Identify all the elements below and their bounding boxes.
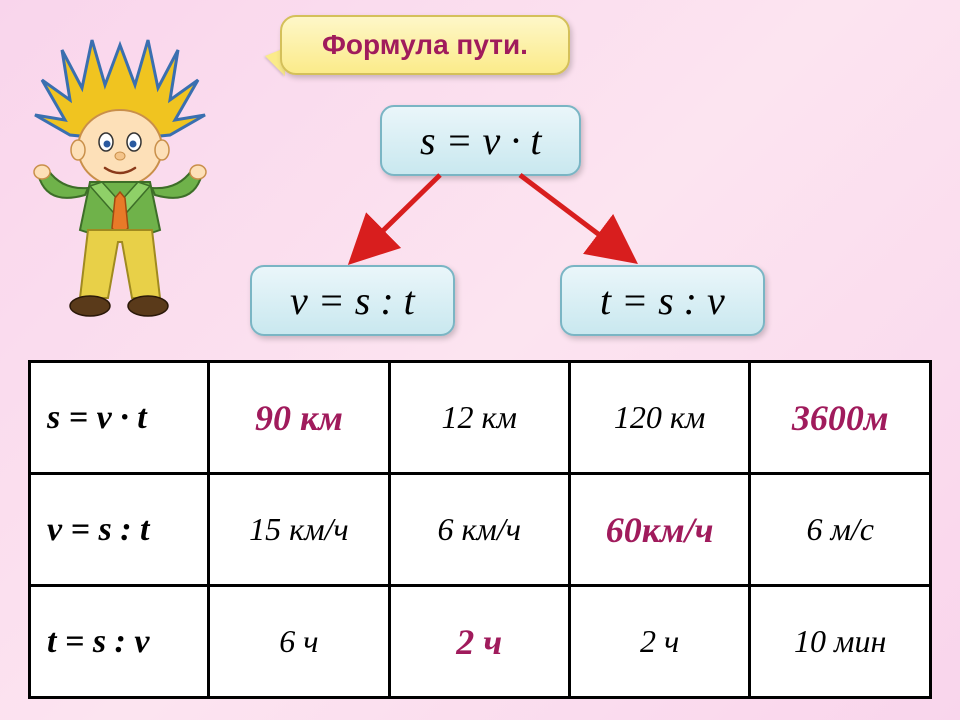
table-cell: 6 ч: [209, 586, 389, 698]
row-formula: s = v · t: [47, 399, 147, 436]
table-row: v = s : t 15 км/ч 6 км/ч 60км/ч 6 м/с: [30, 474, 931, 586]
formula-time: t = s : v: [560, 265, 765, 336]
cell-value: 120 км: [614, 399, 705, 435]
cell-value: 6 ч: [279, 623, 318, 659]
table-cell: 15 км/ч: [209, 474, 389, 586]
row-formula-cell: t = s : v: [30, 586, 209, 698]
row-formula-cell: v = s : t: [30, 474, 209, 586]
table-cell: 12 км: [389, 362, 569, 474]
cell-answer: 2 ч: [456, 622, 502, 662]
table-cell: 90 км: [209, 362, 389, 474]
speech-bubble: Формула пути.: [280, 15, 570, 75]
cell-value: 6 км/ч: [437, 511, 521, 547]
cell-answer: 60км/ч: [606, 510, 714, 550]
row-formula-cell: s = v · t: [30, 362, 209, 474]
table-row: t = s : v 6 ч 2 ч 2 ч 10 мин: [30, 586, 931, 698]
title-text: Формула пути.: [322, 29, 528, 60]
table-cell: 120 км: [569, 362, 750, 474]
table-cell: 6 м/с: [750, 474, 931, 586]
cell-value: 15 км/ч: [249, 511, 349, 547]
cell-value: 6 м/с: [806, 511, 874, 547]
table-row: s = v · t 90 км 12 км 120 км 3600м: [30, 362, 931, 474]
row-formula: t = s : v: [47, 623, 149, 660]
mascot-character: [20, 30, 220, 340]
cell-answer: 3600м: [792, 398, 889, 438]
row-formula: v = s : t: [47, 511, 149, 548]
formula-velocity: v = s : t: [250, 265, 455, 336]
cell-value: 2 ч: [640, 623, 679, 659]
cell-value: 12 км: [442, 399, 517, 435]
table-cell: 3600м: [750, 362, 931, 474]
table-cell: 2 ч: [569, 586, 750, 698]
table-cell: 60км/ч: [569, 474, 750, 586]
formula-table: s = v · t 90 км 12 км 120 км 3600м v = s : t 1…: [28, 360, 932, 699]
cell-answer: 90 км: [255, 398, 343, 438]
table-cell: 6 км/ч: [389, 474, 569, 586]
table-cell: 10 мин: [750, 586, 931, 698]
table-cell: 2 ч: [389, 586, 569, 698]
cell-value: 10 мин: [794, 623, 886, 659]
formula-main: s = v · t: [380, 105, 581, 176]
